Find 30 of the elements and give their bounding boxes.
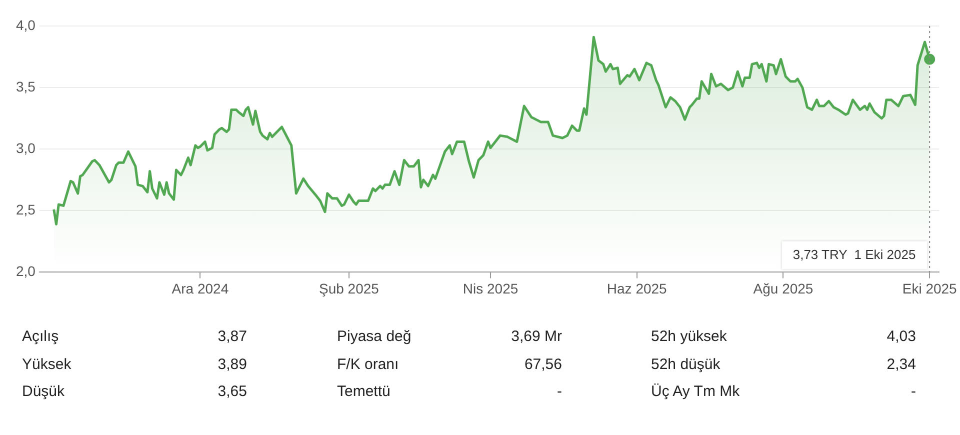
x-tick-label: Nis 2025 (462, 280, 518, 296)
text: 3,65 (218, 383, 247, 400)
text: 3,89 (218, 356, 247, 372)
x-tick-label: Haz 2025 (606, 280, 668, 296)
text: Piyasa değ (337, 328, 412, 345)
text: 4,03 (886, 328, 916, 345)
text: Temettü (337, 383, 390, 400)
y-tick-label: 2,0 (16, 263, 36, 280)
text: 52h düşük (651, 356, 720, 372)
text: 3,69 Mr (511, 328, 562, 345)
text: 67,56 (524, 356, 562, 372)
text: 52h yüksek (651, 328, 727, 345)
text: - (557, 383, 562, 400)
annotation: 3,73 TRY 1 Eki 2025 (792, 246, 916, 262)
text: F/K oranı (337, 356, 399, 372)
x-tick-label: Ara 2024 (172, 280, 229, 296)
y-tick-label: 3,0 (16, 140, 36, 156)
text: - (911, 383, 916, 400)
x-tick-label: Şub 2025 (318, 280, 380, 296)
y-tick-label: 2,5 (16, 202, 36, 218)
text: 3,87 (218, 328, 247, 345)
text: Üç Ay Tm Mk (651, 383, 740, 400)
y-tick-label: 4,0 (16, 16, 36, 33)
text: Düşük (22, 383, 65, 400)
y-tick-label: 3,5 (16, 78, 36, 94)
x-tick-label: Eki 2025 (902, 280, 958, 296)
text: 2,34 (886, 356, 916, 372)
text: Açılış (22, 328, 59, 345)
text: Yüksek (22, 356, 72, 372)
x-tick-label: Ağu 2025 (753, 280, 814, 296)
